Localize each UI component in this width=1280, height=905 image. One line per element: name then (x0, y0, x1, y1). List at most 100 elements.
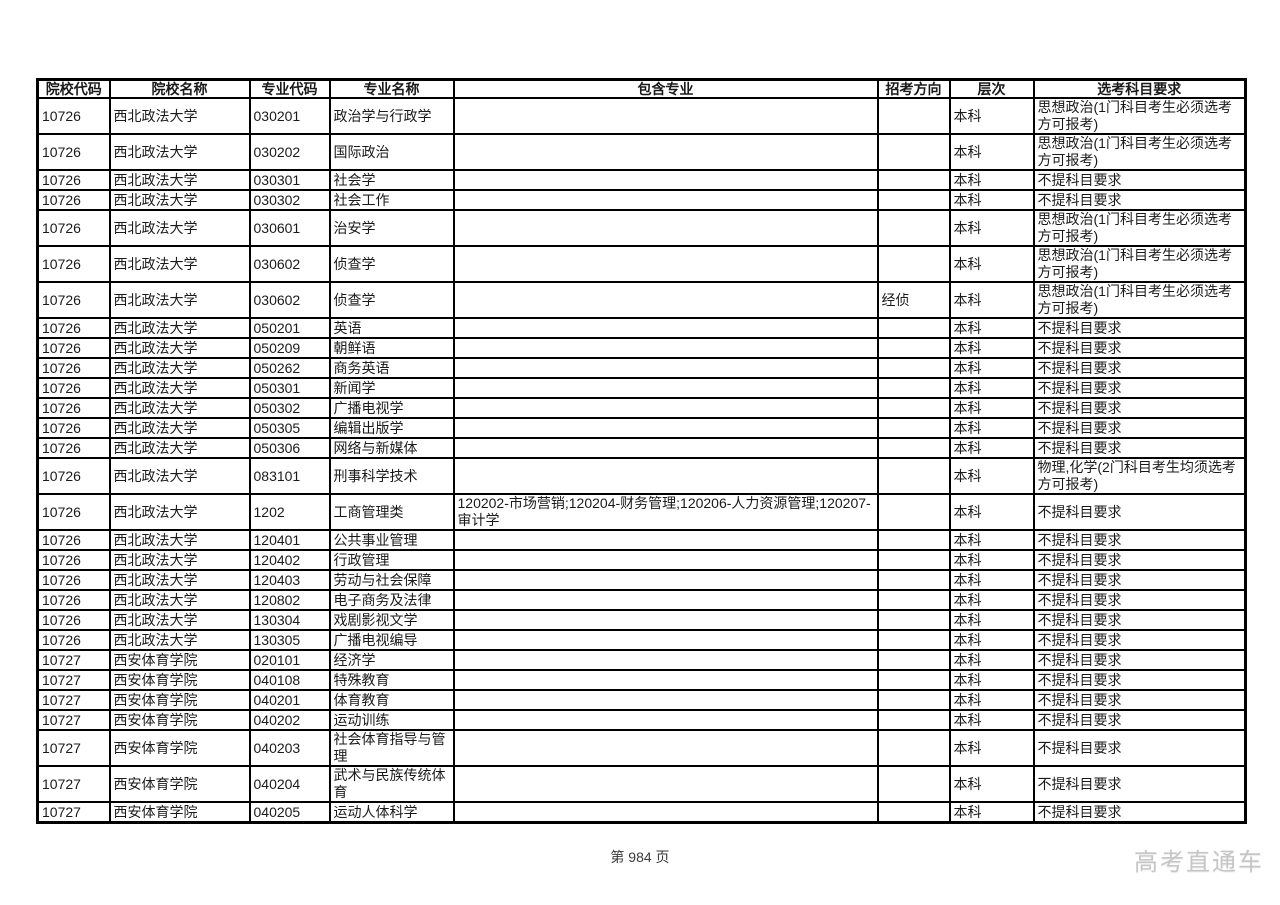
table-row: 10726 西北政法大学 120802 电子商务及法律 本科 不提科目要求 (36, 589, 1247, 611)
cell-subject-requirement: 不提科目要求 (1032, 189, 1247, 211)
cell-major-code: 020101 (248, 649, 331, 671)
cell-level: 本科 (948, 169, 1035, 191)
cell-level: 本科 (948, 281, 1035, 319)
cell-institution-code: 10726 (36, 589, 111, 611)
cell-institution-name: 西北政法大学 (108, 317, 251, 339)
table-body: 10726 西北政法大学 030201 政治学与行政学 本科 思想政治(1门科目考生必须选… (36, 97, 1247, 824)
cell-major-code: 1202 (248, 493, 331, 531)
cell-major-name: 新闻学 (328, 377, 455, 399)
cell-recruit-direction (876, 549, 951, 571)
cell-level: 本科 (948, 417, 1035, 439)
cell-recruit-direction (876, 169, 951, 191)
column-header-recruit-direction: 招考方向 (876, 78, 951, 99)
cell-level: 本科 (948, 357, 1035, 379)
page-number-label: 第 984 页 (610, 849, 670, 865)
cell-included-majors (452, 529, 879, 551)
cell-level: 本科 (948, 189, 1035, 211)
cell-major-code: 040202 (248, 709, 331, 731)
cell-recruit-direction (876, 669, 951, 691)
cell-major-name: 网络与新媒体 (328, 437, 455, 459)
cell-subject-requirement: 不提科目要求 (1032, 765, 1247, 803)
cell-subject-requirement: 不提科目要求 (1032, 337, 1247, 359)
cell-level: 本科 (948, 209, 1035, 247)
table-row: 10727 西安体育学院 040204 武术与民族传统体育 本科 不提科目要求 (36, 765, 1247, 803)
cell-recruit-direction (876, 457, 951, 495)
cell-major-code: 040204 (248, 765, 331, 803)
cell-institution-code: 10726 (36, 317, 111, 339)
cell-institution-code: 10726 (36, 397, 111, 419)
cell-institution-name: 西北政法大学 (108, 549, 251, 571)
cell-subject-requirement: 思想政治(1门科目考生必须选考方可报考) (1032, 209, 1247, 247)
cell-institution-name: 西北政法大学 (108, 529, 251, 551)
table-row: 10726 西北政法大学 030302 社会工作 本科 不提科目要求 (36, 189, 1247, 211)
cell-recruit-direction (876, 397, 951, 419)
column-header-level: 层次 (948, 78, 1035, 99)
cell-level: 本科 (948, 689, 1035, 711)
cell-major-code: 030301 (248, 169, 331, 191)
cell-major-name: 劳动与社会保障 (328, 569, 455, 591)
table-row: 10726 西北政法大学 083101 刑事科学技术 本科 物理,化学(2门科目考生均须选… (36, 457, 1247, 495)
cell-subject-requirement: 不提科目要求 (1032, 689, 1247, 711)
cell-included-majors (452, 801, 879, 824)
column-header-institution-name: 院校名称 (108, 78, 251, 99)
cell-institution-code: 10726 (36, 529, 111, 551)
cell-recruit-direction (876, 133, 951, 171)
cell-institution-code: 10726 (36, 337, 111, 359)
cell-major-code: 030602 (248, 281, 331, 319)
cell-major-code: 030202 (248, 133, 331, 171)
cell-subject-requirement: 不提科目要求 (1032, 357, 1247, 379)
cell-subject-requirement: 不提科目要求 (1032, 729, 1247, 767)
cell-major-name: 侦查学 (328, 281, 455, 319)
cell-major-code: 130304 (248, 609, 331, 631)
column-header-institution-code: 院校代码 (36, 78, 111, 99)
cell-major-code: 030302 (248, 189, 331, 211)
cell-institution-name: 西北政法大学 (108, 281, 251, 319)
cell-major-code: 030602 (248, 245, 331, 283)
table-row: 10726 西北政法大学 050306 网络与新媒体 本科 不提科目要求 (36, 437, 1247, 459)
cell-major-name: 公共事业管理 (328, 529, 455, 551)
cell-recruit-direction (876, 649, 951, 671)
cell-institution-name: 西北政法大学 (108, 209, 251, 247)
cell-included-majors (452, 457, 879, 495)
table-row: 10726 西北政法大学 1202 工商管理类 120202-市场营销;120204-财… (36, 493, 1247, 531)
cell-major-name: 英语 (328, 317, 455, 339)
cell-institution-code: 10726 (36, 437, 111, 459)
table-row: 10727 西安体育学院 040205 运动人体科学 本科 不提科目要求 (36, 801, 1247, 824)
cell-level: 本科 (948, 609, 1035, 631)
cell-institution-code: 10727 (36, 765, 111, 803)
cell-recruit-direction (876, 609, 951, 631)
cell-recruit-direction (876, 569, 951, 591)
cell-included-majors (452, 133, 879, 171)
cell-major-code: 030601 (248, 209, 331, 247)
cell-recruit-direction (876, 337, 951, 359)
cell-institution-name: 西北政法大学 (108, 569, 251, 591)
cell-major-code: 050201 (248, 317, 331, 339)
cell-level: 本科 (948, 337, 1035, 359)
cell-institution-name: 西北政法大学 (108, 589, 251, 611)
cell-institution-name: 西北政法大学 (108, 97, 251, 135)
cell-recruit-direction (876, 801, 951, 824)
cell-included-majors (452, 417, 879, 439)
cell-institution-name: 西安体育学院 (108, 669, 251, 691)
cell-level: 本科 (948, 493, 1035, 531)
cell-major-code: 040205 (248, 801, 331, 824)
cell-subject-requirement: 不提科目要求 (1032, 569, 1247, 591)
cell-major-name: 工商管理类 (328, 493, 455, 531)
cell-institution-name: 西北政法大学 (108, 609, 251, 631)
cell-institution-code: 10727 (36, 689, 111, 711)
cell-major-code: 050301 (248, 377, 331, 399)
cell-major-name: 经济学 (328, 649, 455, 671)
cell-institution-name: 西北政法大学 (108, 437, 251, 459)
cell-major-name: 运动人体科学 (328, 801, 455, 824)
cell-recruit-direction (876, 493, 951, 531)
cell-institution-name: 西安体育学院 (108, 709, 251, 731)
cell-included-majors (452, 765, 879, 803)
cell-level: 本科 (948, 97, 1035, 135)
table-row: 10726 西北政法大学 050201 英语 本科 不提科目要求 (36, 317, 1247, 339)
cell-subject-requirement: 不提科目要求 (1032, 397, 1247, 419)
cell-institution-name: 西北政法大学 (108, 133, 251, 171)
cell-included-majors (452, 97, 879, 135)
cell-level: 本科 (948, 801, 1035, 824)
cell-institution-code: 10726 (36, 189, 111, 211)
cell-subject-requirement: 不提科目要求 (1032, 669, 1247, 691)
